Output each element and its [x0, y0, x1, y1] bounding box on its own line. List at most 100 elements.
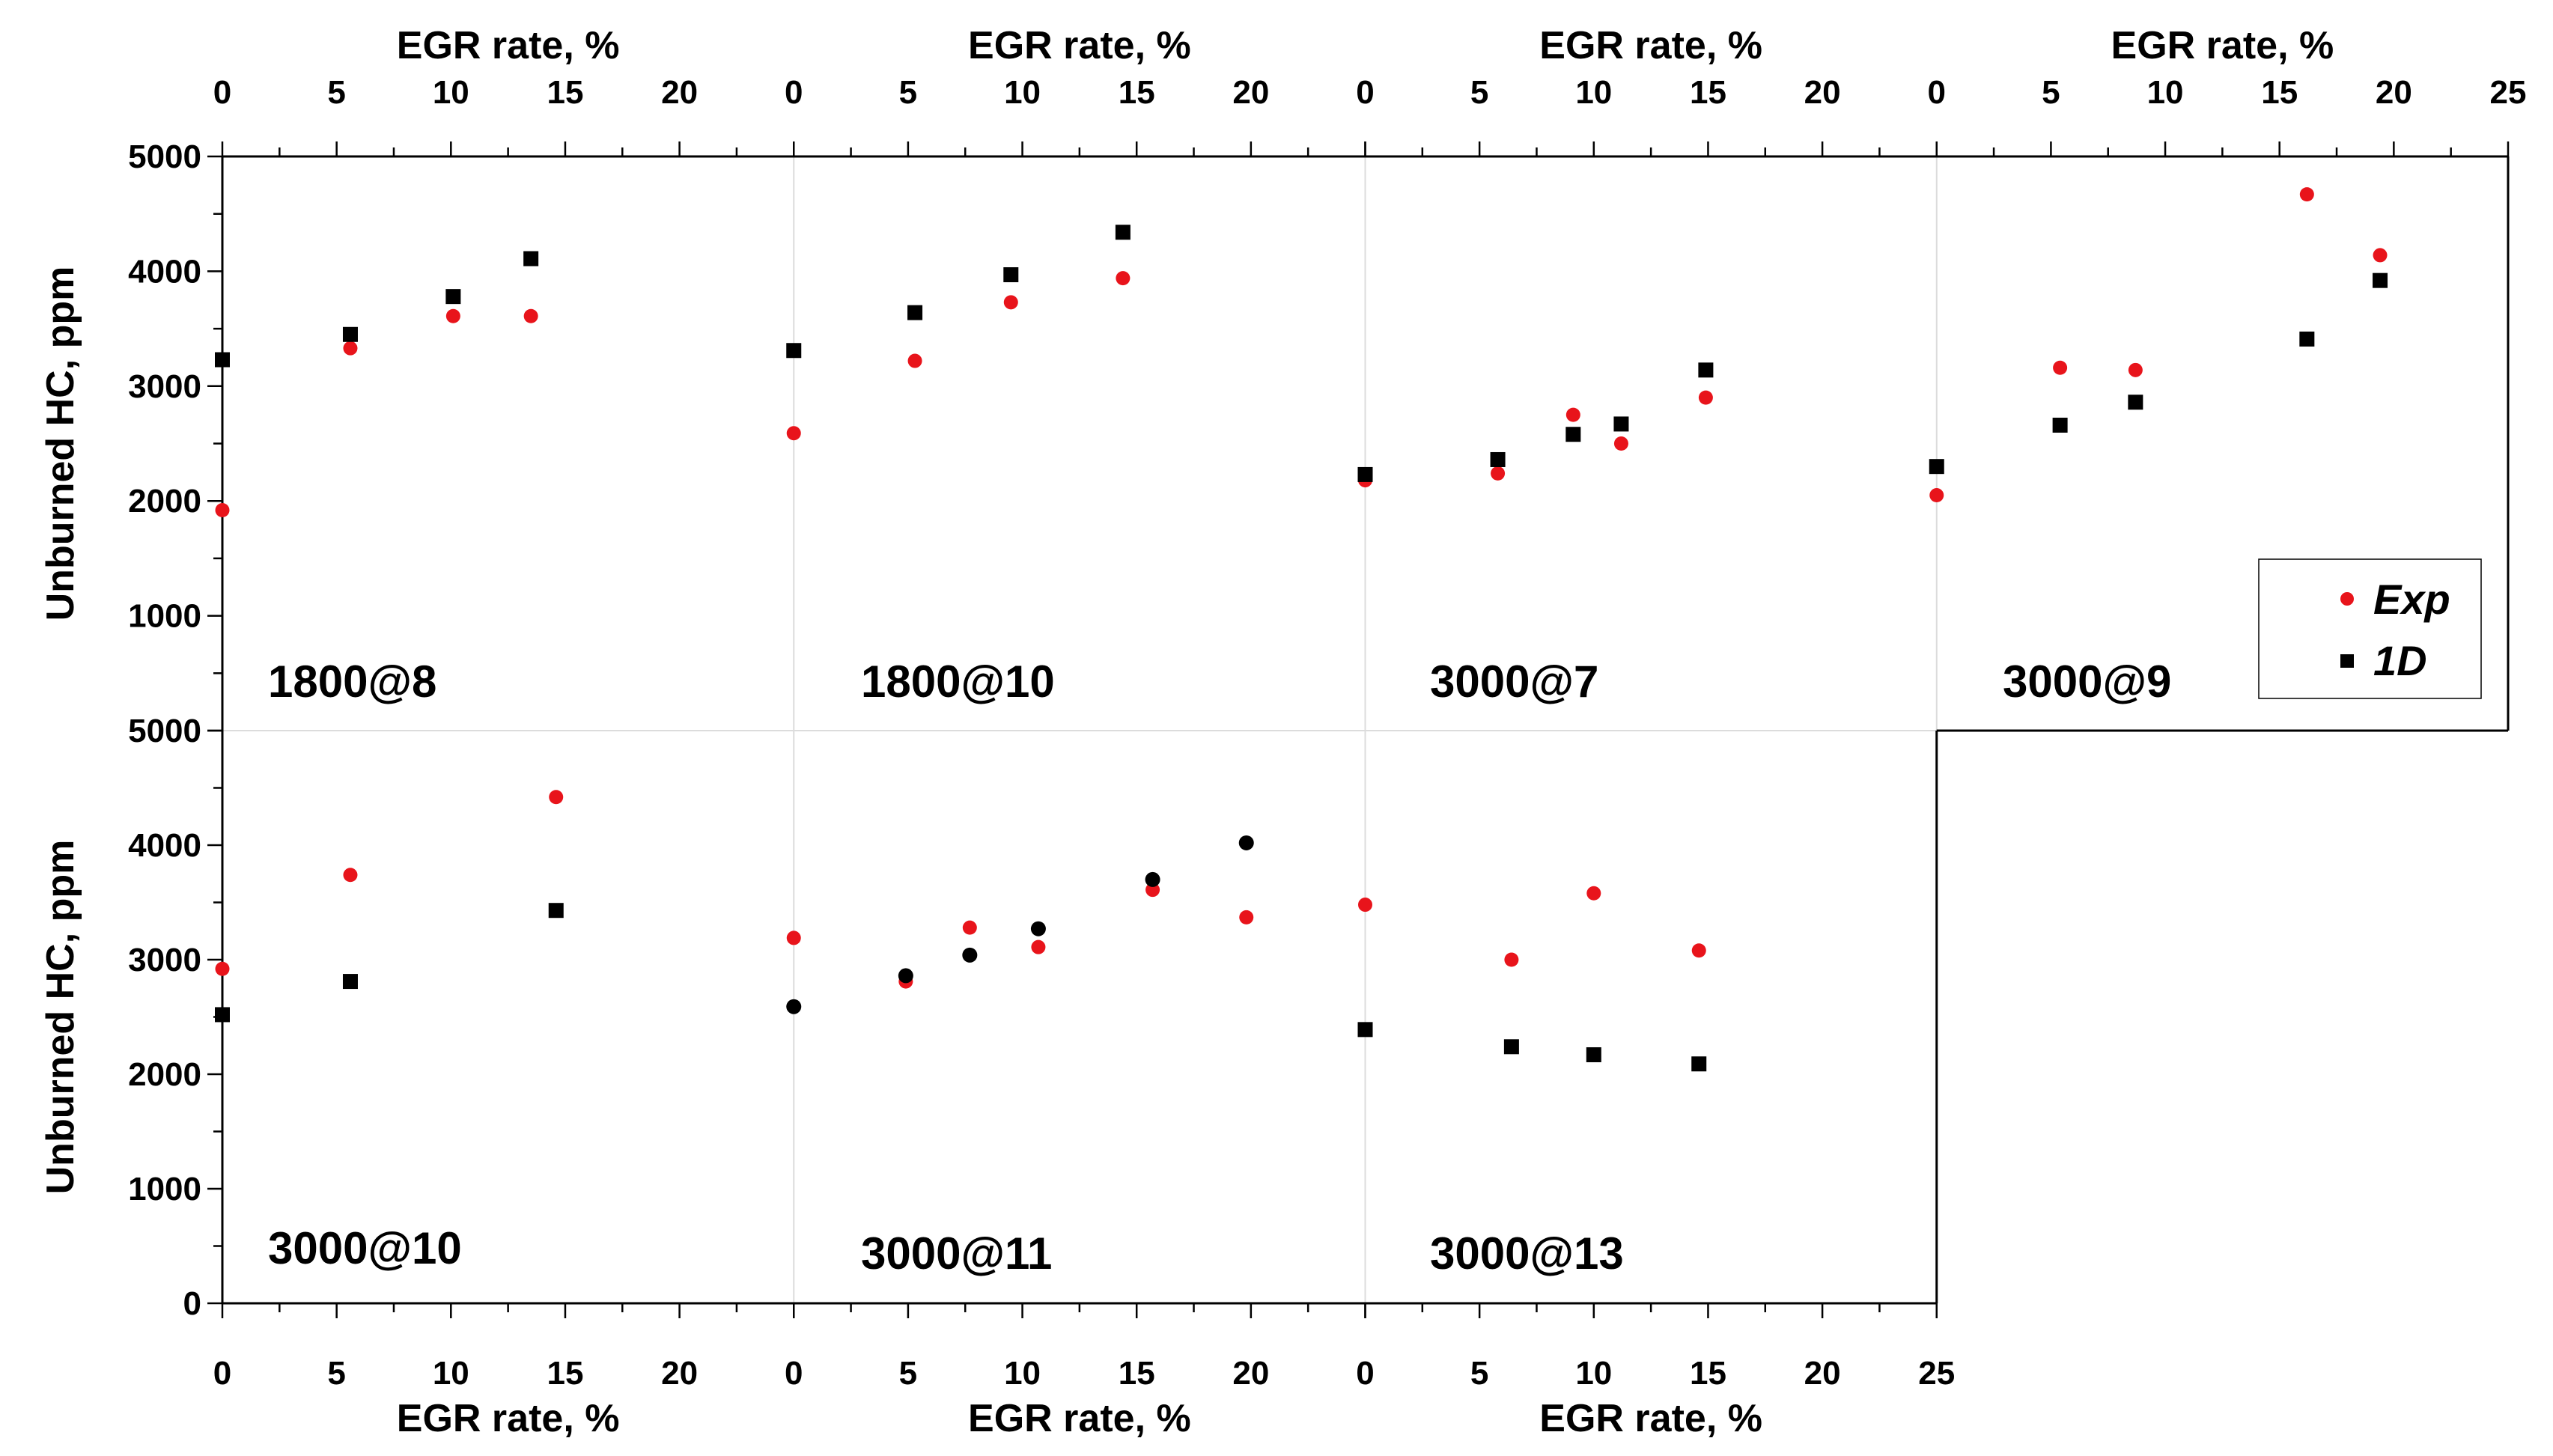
x-tick-label: 0	[1928, 74, 1946, 111]
x-axis-title-top: EGR rate, %	[397, 24, 620, 67]
sim-point	[548, 903, 564, 919]
x-tick-label: 20	[1804, 1355, 1841, 1392]
x-tick-label: 10	[2147, 74, 2184, 111]
sim-point	[342, 326, 358, 342]
x-tick-label: 5	[899, 1355, 917, 1392]
x-tick-label: 10	[433, 1355, 469, 1392]
x-tick-label: 10	[1004, 74, 1041, 111]
sim-point	[786, 999, 802, 1014]
x-axis-title-top: EGR rate, %	[2111, 24, 2334, 67]
exp-point	[1691, 943, 1706, 958]
x-tick-label: 20	[661, 1355, 698, 1392]
y-tick-label: 3000	[128, 368, 201, 405]
sim-point	[1357, 1022, 1373, 1038]
sim-point	[1115, 225, 1131, 240]
y-tick-label: 5000	[128, 138, 201, 175]
exp-point	[1145, 883, 1160, 898]
x-tick-label: 5	[2042, 74, 2060, 111]
x-tick-label: 10	[1004, 1355, 1041, 1392]
exp-point	[907, 353, 922, 368]
grid-lines	[222, 156, 1938, 1303]
x-tick-label: 5	[1470, 74, 1488, 111]
x-tick-label: 10	[1575, 1355, 1612, 1392]
y-tick-label: 2000	[128, 483, 201, 520]
y-tick-label: 4000	[128, 253, 201, 290]
sim-point	[1003, 267, 1019, 283]
exp-point	[1698, 390, 1713, 405]
legend-1d-marker	[2340, 654, 2354, 668]
x-tick-label: 25	[2490, 74, 2527, 111]
sim-point	[342, 974, 358, 990]
x-tick-label: 20	[1804, 74, 1841, 111]
sim-point	[215, 352, 230, 368]
panel-label: 3000@10	[268, 1223, 462, 1273]
x-tick-label: 5	[1470, 1355, 1488, 1392]
sim-point	[1490, 451, 1506, 467]
sim-point	[2052, 417, 2068, 433]
sim-point	[1691, 1056, 1707, 1072]
sim-point	[1613, 416, 1629, 432]
exp-point	[786, 930, 801, 945]
y-tick-label: 1000	[128, 598, 201, 635]
y-tick-label: 0	[183, 1285, 201, 1322]
sim-point	[1503, 1039, 1519, 1055]
x-tick-label: 15	[1119, 74, 1155, 111]
exp-point	[1358, 898, 1372, 913]
sim-point	[907, 305, 923, 320]
x-axis-title-bottom: EGR rate, %	[968, 1397, 1191, 1440]
sim-point	[1357, 466, 1373, 482]
exp-point	[786, 426, 801, 441]
x-tick-label: 0	[785, 74, 803, 111]
x-axis-title-bottom: EGR rate, %	[1539, 1397, 1762, 1440]
x-tick-label: 15	[547, 74, 583, 111]
axis-titles: EGR rate, % EGR rate, % EGR rate, % EGR rat…	[39, 24, 2334, 1440]
sim-point	[786, 343, 802, 359]
exp-point	[1031, 939, 1046, 954]
exp-point	[2053, 360, 2068, 375]
exp-point	[962, 920, 977, 935]
y-axis-title: Unburned HC, ppm	[39, 266, 82, 621]
panel-label: 3000@7	[1430, 657, 1598, 707]
panel-labels: 1800@8 1800@10 3000@7 3000@9 3000@10 3000@11 3…	[268, 657, 2171, 1279]
x-tick-label: 0	[785, 1355, 803, 1392]
y-tick-label: 4000	[128, 827, 201, 864]
sim-point	[523, 251, 539, 266]
exp-point	[523, 308, 538, 323]
x-tick-label: 0	[213, 1355, 231, 1392]
sim-point	[1145, 871, 1160, 887]
sim-point	[215, 1007, 230, 1023]
exp-point	[1491, 466, 1506, 481]
x-tick-label: 20	[1232, 74, 1269, 111]
y-tick-label: 5000	[128, 713, 201, 749]
exp-point	[2128, 362, 2143, 377]
x-tick-label: 0	[1356, 1355, 1374, 1392]
x-tick-label: 20	[1232, 1355, 1269, 1392]
x-tick-label: 15	[2261, 74, 2298, 111]
x-axis-title-top: EGR rate, %	[1539, 24, 1762, 67]
panel-label: 1800@8	[268, 657, 436, 707]
sim-point	[2373, 272, 2388, 288]
x-axis-title-top: EGR rate, %	[968, 24, 1191, 67]
exp-point	[215, 502, 230, 517]
x-tick-label: 20	[2376, 74, 2412, 111]
x-tick-label: 5	[327, 1355, 345, 1392]
exp-point	[343, 868, 358, 883]
exp-point	[215, 961, 230, 976]
exp-point	[2373, 248, 2388, 263]
y-tick-label: 1000	[128, 1171, 201, 1207]
tick-labels: 0 5 10 15 20 0 5 10 15 20 0 5 10 15 20 0 5 10 15 20 25 0 5 10 15…	[128, 74, 2526, 1392]
sim-point	[1565, 427, 1581, 442]
sim-point	[2299, 331, 2315, 347]
exp-point	[1929, 488, 1944, 503]
sim-point	[1929, 459, 1944, 475]
y-tick-label: 3000	[128, 942, 201, 978]
exp-point	[445, 308, 460, 323]
exp-point	[1586, 886, 1601, 901]
x-tick-label: 10	[1575, 74, 1612, 111]
x-tick-label: 0	[213, 74, 231, 111]
x-tick-label: 15	[547, 1355, 583, 1392]
x-tick-label: 20	[661, 74, 698, 111]
exp-point	[549, 790, 564, 805]
sim-point	[898, 968, 913, 984]
exp-point	[1239, 910, 1254, 925]
